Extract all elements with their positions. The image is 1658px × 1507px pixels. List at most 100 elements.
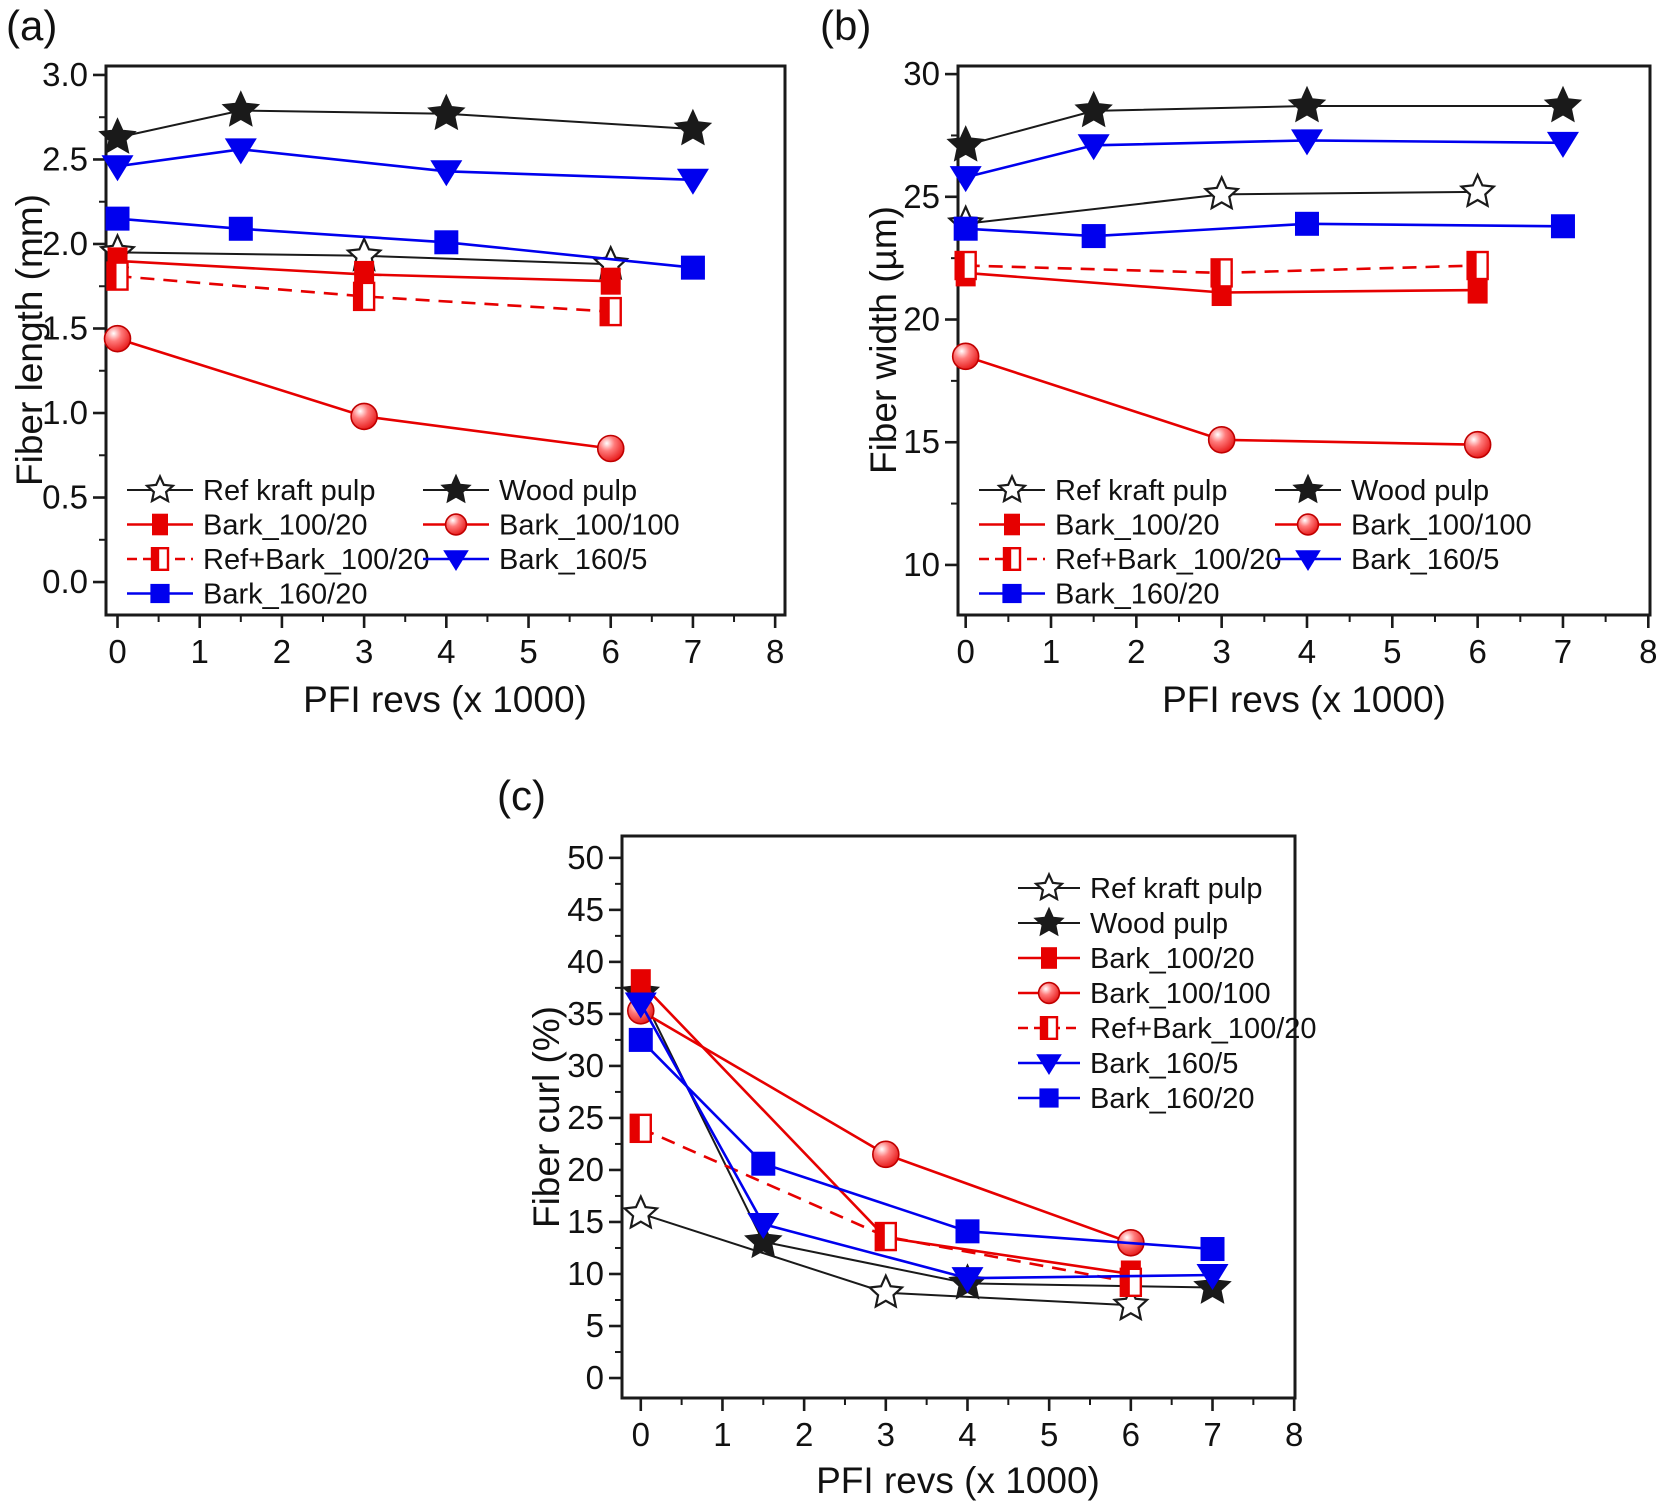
series-bark-100-100 <box>626 996 1145 1257</box>
ball-marker <box>1207 425 1236 454</box>
series-line <box>117 337 611 450</box>
series-wood-pulp <box>946 85 1583 162</box>
legend-label: Bark_100/100 <box>1090 978 1271 1010</box>
x-tick-label: 5 <box>519 633 537 670</box>
half-filled-square-marker-fill <box>107 262 117 290</box>
plot-frame-b <box>956 64 1652 617</box>
series-line <box>965 222 1564 238</box>
y-tick-label: 3.0 <box>42 56 88 93</box>
star-open-marker <box>1112 1285 1150 1322</box>
legend-item-bark-100-20: Bark_100/20 <box>127 510 367 542</box>
panel-b-x-axis-title: PFI revs (x 1000) <box>1162 679 1446 720</box>
half-filled-square-marker-fill <box>1120 1268 1130 1296</box>
series-bark-160-20 <box>953 211 1575 249</box>
square-marker <box>680 255 705 280</box>
series-ref-bark-100-20 <box>954 250 1489 288</box>
legend-item-ref-bark-100-20: Ref+Bark_100/20 <box>979 544 1282 576</box>
series-bark-160-5 <box>624 992 1229 1294</box>
star-filled-marker <box>1292 473 1324 504</box>
triangle-down-marker <box>1295 550 1321 571</box>
y-tick-label: 2.0 <box>42 225 88 262</box>
half-filled-square-marker-fill <box>875 1223 885 1251</box>
half-filled-square-marker-fill <box>1211 259 1221 287</box>
series-line <box>639 1002 1213 1280</box>
triangle-down-marker <box>949 166 982 193</box>
star-filled-marker <box>427 93 466 131</box>
triangle-down-marker <box>443 550 469 571</box>
x-tick-label: 2 <box>795 1416 813 1453</box>
x-tick-label: 1 <box>1042 633 1060 670</box>
triangle-down-marker <box>1077 134 1110 161</box>
x-tick-label: 3 <box>877 1416 895 1453</box>
star-filled-marker <box>946 125 985 162</box>
series-ref-bark-100-20 <box>106 261 622 327</box>
star-filled-marker <box>673 108 713 146</box>
series-wood-pulp <box>98 90 713 154</box>
ball-marker <box>596 434 625 463</box>
legend-item-wood-pulp: Wood pulp <box>1275 473 1489 507</box>
legend-item-wood-pulp: Wood pulp <box>1018 906 1228 940</box>
series-bark-100-100 <box>951 342 1492 459</box>
triangle-down-marker <box>1196 1264 1229 1291</box>
star-open-marker <box>144 473 176 504</box>
series-line <box>117 147 693 182</box>
square-marker <box>628 1027 653 1052</box>
x-tick-label: 1 <box>191 633 209 670</box>
y-tick-label: 50 <box>567 839 604 876</box>
triangle-down-marker <box>624 992 657 1019</box>
series-line <box>640 1009 1132 1245</box>
legend-item-bark-100-20: Bark_100/20 <box>979 510 1219 542</box>
y-tick-label: 30 <box>903 55 940 92</box>
y-tick-label: 2.5 <box>42 140 88 177</box>
star-filled-marker <box>1074 90 1113 128</box>
x-tick-label: 7 <box>1554 633 1572 670</box>
x-tick-label: 8 <box>1285 1416 1303 1453</box>
legend-item-bark-160-20: Bark_160/20 <box>979 579 1219 611</box>
half-filled-square-marker-fill <box>152 548 160 570</box>
triangle-down-marker <box>747 1213 780 1240</box>
triangle-down-marker <box>224 138 257 165</box>
legend-label: Bark_160/20 <box>1055 579 1219 611</box>
triangle-down-marker <box>430 160 463 187</box>
star-filled-marker <box>1543 85 1583 123</box>
legend-item-bark-160-20: Bark_160/20 <box>127 579 367 611</box>
square-marker <box>1550 214 1575 239</box>
x-tick-label: 4 <box>1298 633 1316 670</box>
panel-b: 0 1 2 3 4 5 6 7 8 10 15 20 25 30 Ref kraft pulp Wood pu… <box>903 55 1657 670</box>
y-tick-label: 5 <box>586 1307 604 1344</box>
star-filled-marker <box>221 90 261 127</box>
series-line <box>117 109 693 139</box>
panel-a-letter: (a) <box>6 2 58 49</box>
y-tick-label: 45 <box>567 891 604 928</box>
legend-item-ref-kraft-pulp: Ref kraft pulp <box>127 473 375 507</box>
x-tick-label: 7 <box>684 633 702 670</box>
x-tick-label: 0 <box>956 633 974 670</box>
legend-label: Ref+Bark_100/20 <box>203 544 430 576</box>
square-marker <box>630 969 651 997</box>
y-tick-label: 1.5 <box>42 309 88 346</box>
triangle-down-marker <box>1036 1054 1062 1075</box>
legend-item-bark-100-20: Bark_100/20 <box>1018 943 1254 975</box>
y-tick-label: 0 <box>586 1359 604 1396</box>
legend-item-ref-bark-100-20: Ref+Bark_100/20 <box>1018 1013 1317 1045</box>
ball-marker <box>872 1140 900 1169</box>
legend-label: Bark_100/100 <box>1351 510 1532 542</box>
legend-label: Bark_100/20 <box>1055 510 1219 542</box>
legend-label: Ref kraft pulp <box>1055 475 1227 507</box>
panel-c-letter: (c) <box>497 772 546 819</box>
y-tick-label: 0.5 <box>42 479 88 516</box>
series-line <box>965 139 1564 179</box>
half-filled-square-marker-fill <box>1004 548 1012 570</box>
ball-marker <box>103 324 132 353</box>
y-tick-label: 10 <box>903 546 940 583</box>
series-line <box>639 992 1213 1289</box>
square-marker <box>1200 1237 1225 1262</box>
panel-a-x-axis-title: PFI revs (x 1000) <box>303 679 587 720</box>
star-filled-marker <box>98 117 137 154</box>
half-filled-square-marker-fill <box>955 252 965 280</box>
x-tick-label: 3 <box>1212 633 1230 670</box>
half-filled-square-marker-fill <box>1467 252 1477 280</box>
half-filled-square-marker-fill <box>354 282 364 310</box>
y-tick-label: 15 <box>903 423 940 460</box>
legend-item-bark-100-100: Bark_100/100 <box>423 510 680 542</box>
